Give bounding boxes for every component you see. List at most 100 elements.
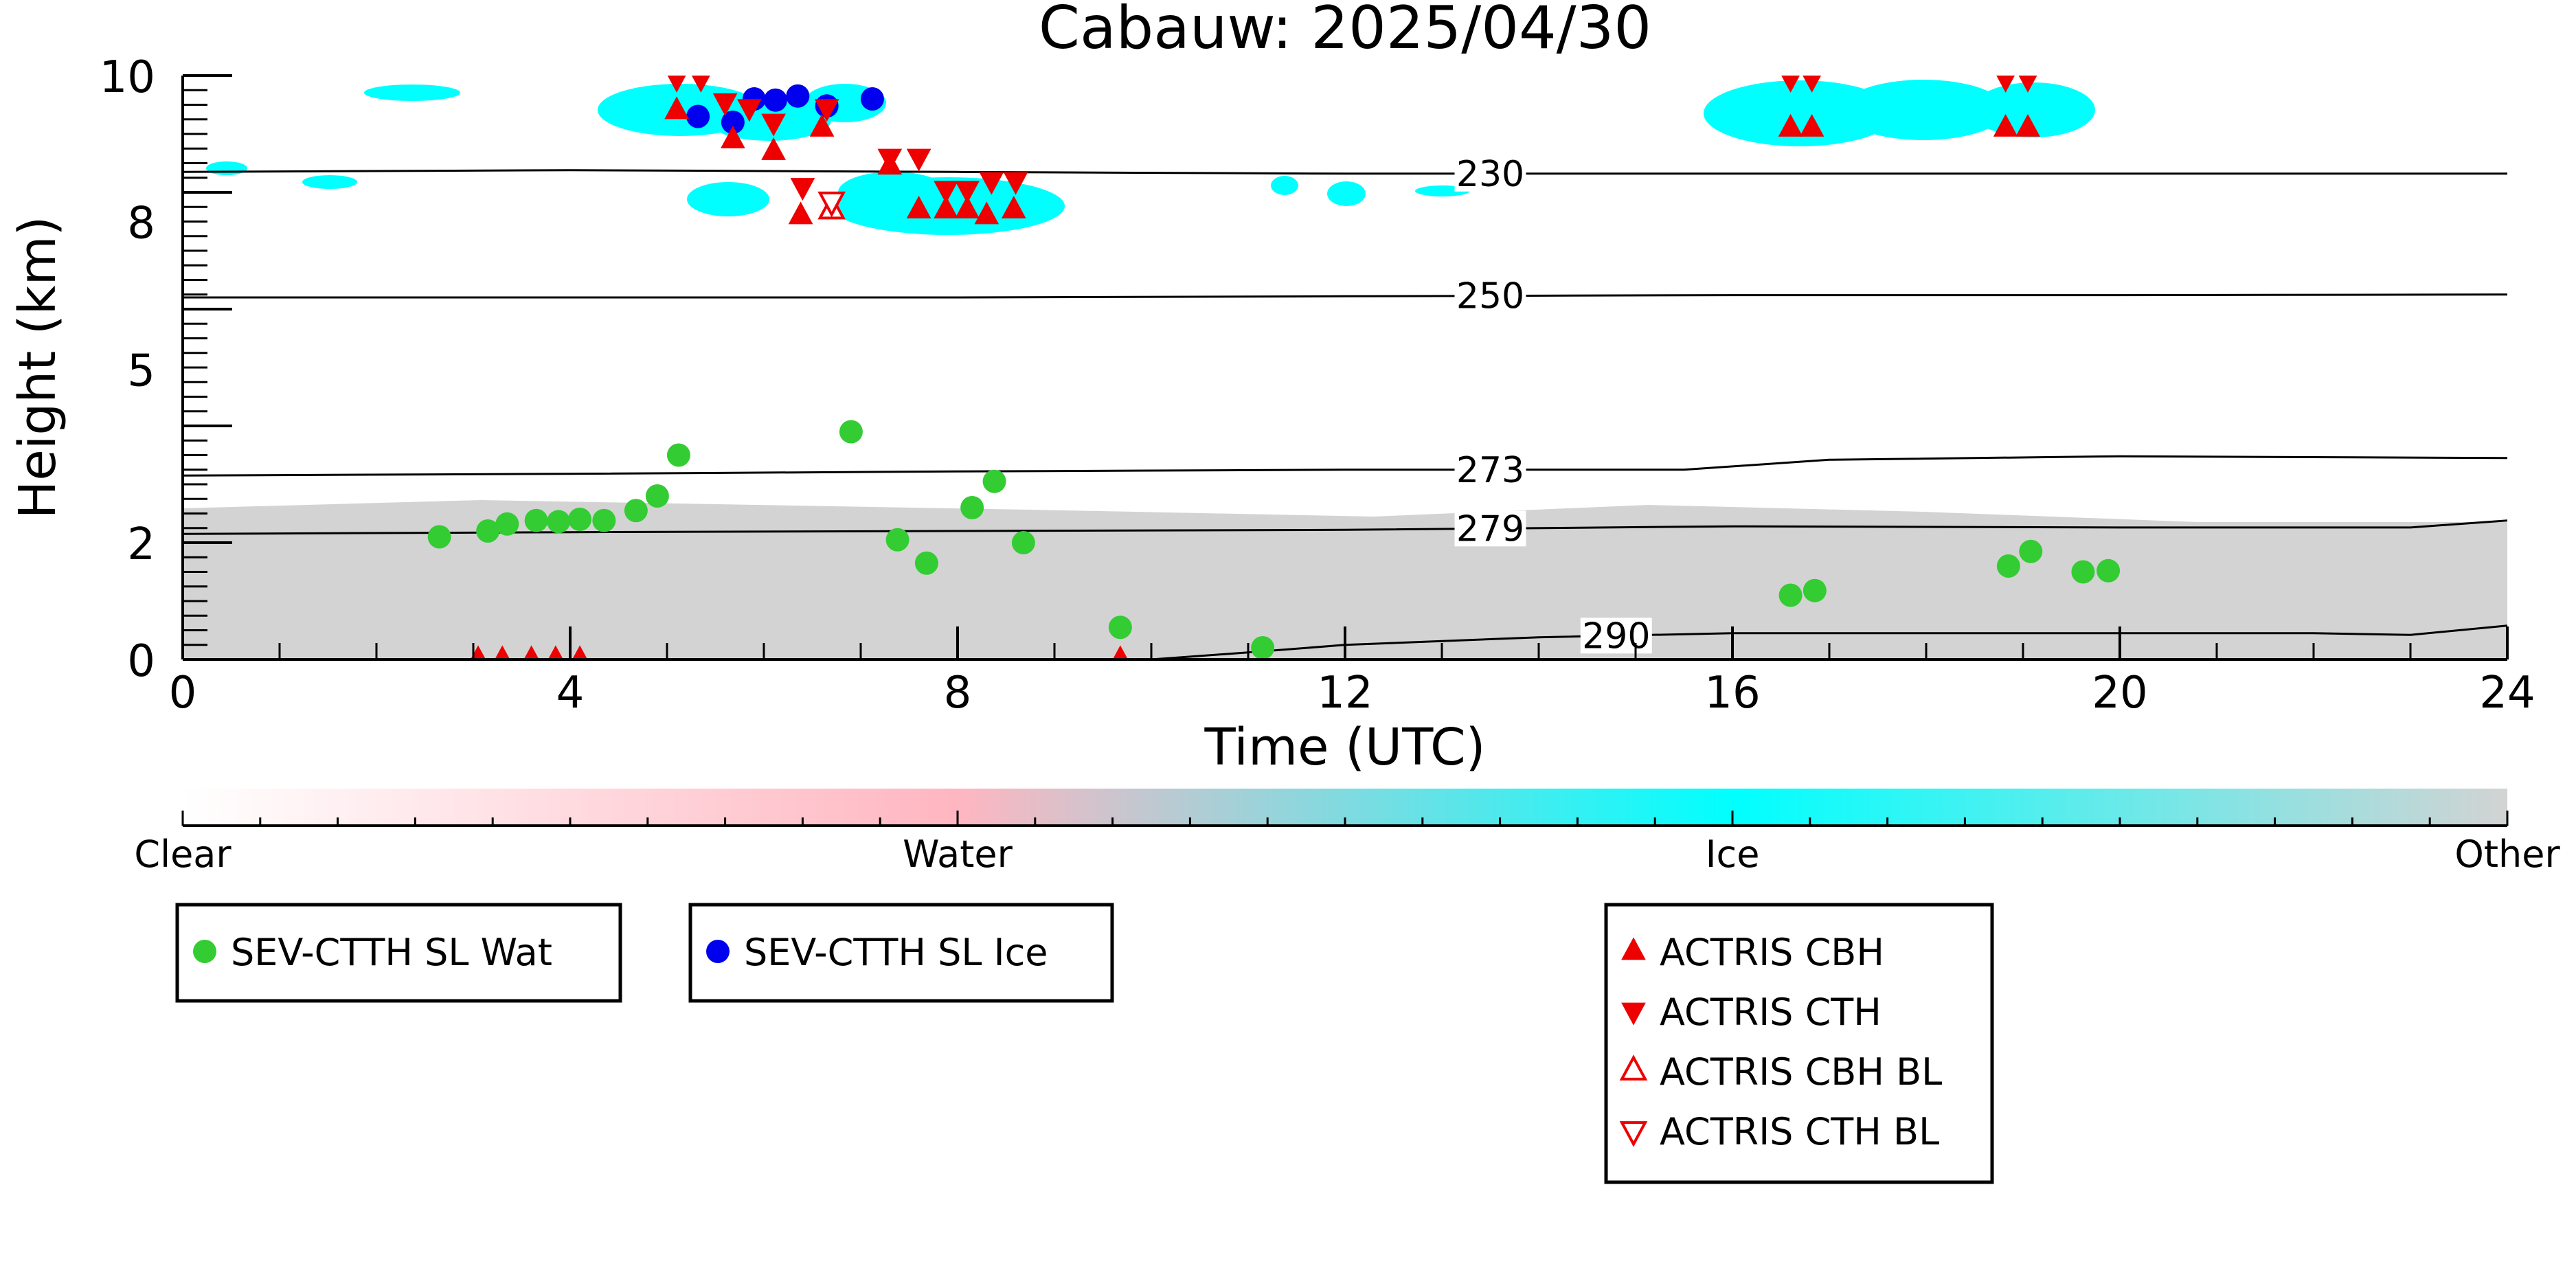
legend-frame bbox=[1604, 903, 1994, 1184]
isotherm-line bbox=[183, 293, 2508, 299]
legend-marker bbox=[193, 940, 216, 963]
actris-cth-point bbox=[979, 172, 1004, 195]
actris-cth-point bbox=[814, 99, 839, 122]
sev-ctth-sl-wat-point bbox=[1251, 636, 1275, 659]
cloud-mask-background bbox=[183, 80, 2507, 659]
y-tick-label: 0 bbox=[127, 636, 155, 687]
legend-frame bbox=[688, 903, 1114, 1003]
sev-ctth-sl-ice-point bbox=[763, 88, 787, 112]
ice-cloud-patch bbox=[687, 182, 769, 216]
sev-ctth-sl-wat-point bbox=[476, 519, 500, 543]
legend-item: ACTRIS CBH BL bbox=[1619, 1050, 1942, 1094]
sev-ctth-sl-wat-point bbox=[645, 484, 669, 508]
x-tick-label: 8 bbox=[944, 668, 972, 719]
actris-cth-point bbox=[906, 148, 931, 172]
actris-cbh-point bbox=[788, 201, 813, 225]
actris-cth-point bbox=[761, 113, 786, 137]
sev-ctth-sl-wat-point bbox=[524, 508, 548, 532]
actris-cth-point bbox=[934, 181, 958, 204]
isotherm-label: 230 bbox=[1456, 154, 1524, 195]
legend-label: SEV-CTTH SL Ice bbox=[744, 931, 1048, 974]
isotherm-lines: 230 250 273 279 290 bbox=[182, 154, 2508, 661]
colorbar: Clear Water Ice Other bbox=[134, 789, 2560, 876]
ice-cloud-patch bbox=[1271, 176, 1298, 195]
legend-marker bbox=[1621, 1002, 1646, 1026]
isotherm-label-bg bbox=[1454, 510, 1526, 547]
legend-frame bbox=[175, 903, 622, 1003]
isotherm-label-bg bbox=[1454, 155, 1526, 192]
legend-marker bbox=[706, 940, 730, 963]
colorbar-label: Clear bbox=[134, 833, 231, 876]
isotherm-line bbox=[182, 519, 2508, 535]
sev-ctth-sl-ice-point bbox=[721, 111, 745, 134]
sev-ctth-sl-wat-point bbox=[1778, 583, 1803, 607]
sev-ctth-sl-wat-point bbox=[624, 499, 648, 523]
x-tick-label: 16 bbox=[1704, 668, 1760, 719]
ice-cloud-patch bbox=[1704, 80, 1896, 146]
legend-item: SEV-CTTH SL Wat bbox=[193, 931, 552, 974]
legend-label: ACTRIS CTH bbox=[1660, 991, 1882, 1034]
actris-cbh-point bbox=[1112, 645, 1129, 659]
sev-ctth-sl-wat-point bbox=[495, 512, 519, 536]
actris-cth-point bbox=[955, 181, 980, 204]
sev-ctth-sl-wat-point bbox=[2071, 560, 2095, 584]
legend-box: SEV-CTTH SL Ice bbox=[688, 903, 1114, 1003]
actris-cbh-point bbox=[1993, 113, 2018, 137]
isotherm-line bbox=[182, 455, 2508, 477]
sev-ctth-sl-wat-point bbox=[982, 469, 1006, 493]
actris-cbh-point bbox=[664, 96, 689, 120]
colorbar-label: Ice bbox=[1706, 833, 1760, 876]
sev-ctth-sl-wat-point bbox=[885, 528, 909, 552]
y-tick-label: 5 bbox=[127, 346, 155, 397]
actris-cth-point bbox=[737, 99, 762, 122]
sev-ctth-sl-wat-point bbox=[1108, 615, 1132, 640]
ice-cloud-patch bbox=[302, 175, 357, 189]
sev-ctth-sl-wat-point bbox=[914, 551, 938, 575]
colorbar-label: Water bbox=[903, 833, 1013, 876]
sev-ctth-sl-ice-point bbox=[860, 87, 884, 111]
ice-cloud-patch bbox=[206, 161, 247, 175]
sev-ctth-sl-wat-point bbox=[2097, 558, 2121, 583]
actris-cbh-point bbox=[761, 137, 786, 160]
legend-label: ACTRIS CBH bbox=[1660, 931, 1884, 974]
sev-ctth-sl-wat-point bbox=[1803, 578, 1827, 602]
legend-marker bbox=[1619, 1054, 1648, 1081]
legend-label: ACTRIS CBH BL bbox=[1660, 1050, 1942, 1094]
actris-cbh-point bbox=[523, 645, 539, 659]
actris-cbh-point bbox=[934, 195, 958, 218]
sev-ctth-sl-ice-point bbox=[686, 104, 710, 128]
actris-cth-point bbox=[1781, 76, 1800, 93]
x-tick-label: 24 bbox=[2479, 668, 2535, 719]
actris-cbh-point bbox=[1799, 113, 1824, 137]
x-tick-label: 12 bbox=[1317, 668, 1372, 719]
legend-item: ACTRIS CTH bbox=[1621, 991, 1882, 1034]
actris-cbh-point bbox=[547, 645, 563, 659]
isotherm-line bbox=[182, 169, 2507, 175]
legend-marker bbox=[1619, 1121, 1648, 1147]
actris-cth-point bbox=[712, 93, 738, 116]
ice-cloud-patch bbox=[1327, 181, 1366, 206]
isotherm-label: 290 bbox=[1582, 615, 1650, 657]
sev-ctth-sl-wat-point bbox=[427, 525, 451, 549]
isotherm-line bbox=[1151, 624, 2508, 661]
x-axis-label: Time (UTC) bbox=[1204, 718, 1485, 777]
legend-box: SEV-CTTH SL Wat bbox=[175, 903, 622, 1003]
sev-ctth-sl-wat-point bbox=[839, 420, 863, 444]
x-tick-label: 0 bbox=[169, 668, 197, 719]
y-tick-label: 2 bbox=[127, 519, 155, 570]
sev-ctth-sl-wat-point bbox=[547, 510, 571, 534]
actris-cbh-point bbox=[495, 645, 510, 659]
actris-cth-point bbox=[2018, 76, 2037, 93]
actris-cbh-point bbox=[974, 201, 999, 225]
colorbar-label: Other bbox=[2454, 833, 2560, 876]
sev-ctth-sl-wat-point bbox=[1011, 531, 1035, 554]
actris-cth-bl-point bbox=[817, 191, 846, 218]
ice-cloud-patch bbox=[838, 172, 948, 213]
axes: 0 4 8 12 16 20 24 0 2 5 8 10 bbox=[100, 52, 2535, 719]
sev-ctth-sl-wat-point bbox=[1996, 554, 2020, 578]
y-axis-label: Height (km) bbox=[8, 216, 67, 519]
chart-title: Cabauw: 2025/04/30 bbox=[1039, 0, 1651, 63]
actris-cbh-point bbox=[572, 645, 588, 659]
legend-marker bbox=[1621, 937, 1646, 960]
isotherm-label: 279 bbox=[1456, 508, 1524, 550]
